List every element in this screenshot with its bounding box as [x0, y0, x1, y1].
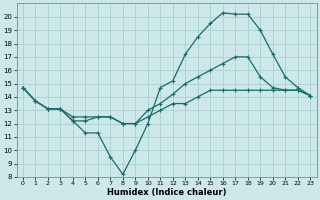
X-axis label: Humidex (Indice chaleur): Humidex (Indice chaleur) [107, 188, 226, 197]
